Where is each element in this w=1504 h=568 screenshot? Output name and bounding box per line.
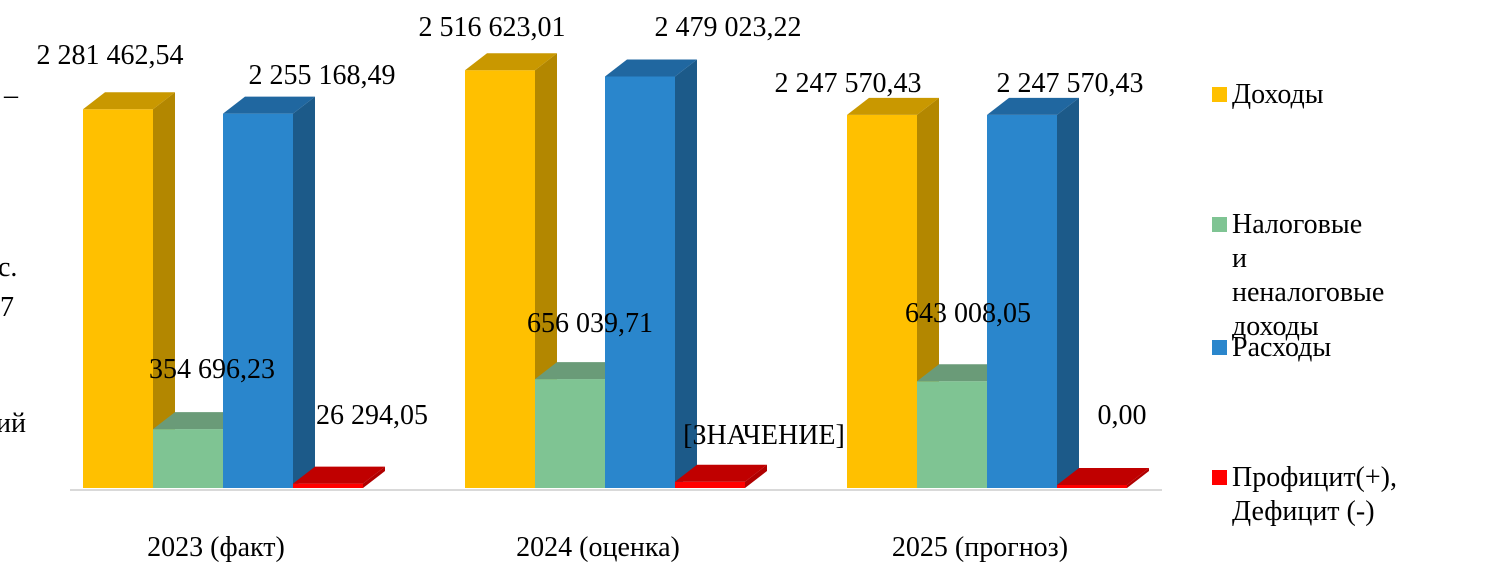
- legend-item-expenses: Расходы: [1212, 331, 1412, 365]
- data-label: 2 281 462,54: [37, 40, 184, 71]
- legend: Доходы Налоговые и неналоговые доходы Ра…: [1212, 78, 1502, 568]
- legend-swatch: [1212, 340, 1227, 355]
- legend-label: Профицит(+), Дефицит (-): [1232, 462, 1397, 527]
- bar-surplus-deficit-1: [293, 466, 385, 488]
- data-label: 2 479 023,22: [655, 12, 802, 43]
- bar-expenses-2: [605, 59, 697, 488]
- bars-layer: [83, 53, 1149, 489]
- x-tick-label: 2023 (факт): [147, 532, 285, 563]
- data-label: 26 294,05: [316, 400, 428, 431]
- legend-item-surplus-deficit: Профицит(+), Дефицит (-): [1212, 461, 1462, 529]
- legend-label: Доходы: [1232, 79, 1324, 110]
- data-label: [ЗНАЧЕНИЕ]: [683, 420, 845, 451]
- bar-expenses-3: [987, 97, 1079, 488]
- data-label: 643 008,05: [905, 298, 1031, 329]
- data-label: 2 247 570,43: [775, 68, 922, 99]
- left-edge-fragment: ий: [0, 408, 26, 439]
- left-edge-fragment: с.: [0, 252, 18, 283]
- bar-surplus-deficit-3: [1057, 468, 1149, 488]
- legend-item-income: Доходы: [1212, 78, 1412, 112]
- data-label: 656 039,71: [527, 308, 653, 339]
- left-edge-fragment: 7: [0, 292, 14, 323]
- legend-swatch: [1212, 87, 1227, 102]
- x-tick-label: 2024 (оценка): [516, 532, 680, 563]
- data-label: 0,00: [1098, 400, 1147, 431]
- left-edge-fragment: –: [4, 80, 18, 111]
- legend-label: Расходы: [1232, 332, 1332, 363]
- data-labels-layer: 2 281 462,54 354 696,23 2 255 168,49 26 294…: [37, 12, 1147, 451]
- x-tick-label: 2025 (прогноз): [892, 532, 1068, 563]
- data-label: 354 696,23: [149, 354, 275, 385]
- bar-expenses-1: [223, 96, 315, 488]
- bar-surplus-deficit-2: [675, 464, 767, 488]
- legend-swatch: [1212, 217, 1227, 232]
- data-label: 2 516 623,01: [419, 12, 566, 43]
- legend-item-tax-income: Налоговые и неналоговые доходы: [1212, 208, 1385, 344]
- x-tick-labels-layer: 2023 (факт) 2024 (оценка) 2025 (прогноз): [147, 532, 1068, 563]
- data-label: 2 255 168,49: [249, 60, 396, 91]
- bar-income-1: [83, 92, 175, 488]
- data-label: 2 247 570,43: [997, 68, 1144, 99]
- legend-label: Налоговые и неналоговые доходы: [1232, 209, 1385, 342]
- bar-income-2: [465, 53, 557, 489]
- legend-swatch: [1212, 470, 1227, 485]
